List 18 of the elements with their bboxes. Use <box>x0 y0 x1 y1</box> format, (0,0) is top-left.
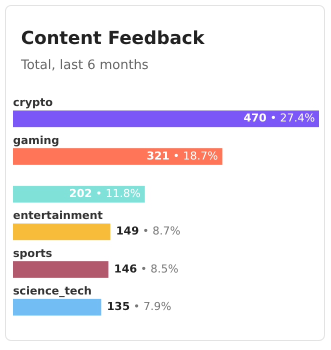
data-label: 321 • 18.7% <box>146 149 218 162</box>
bar <box>13 261 108 278</box>
data-label: 202 • 11.8% <box>69 187 141 200</box>
data-label: 149 • 8.7% <box>116 224 180 238</box>
y-tick-label: sports <box>13 246 53 260</box>
y-tick-label: science_tech <box>13 284 92 298</box>
chart-title: Content Feedback <box>21 28 204 49</box>
y-tick-label: crypto <box>13 96 54 110</box>
data-label: 135 • 7.9% <box>106 300 172 314</box>
bar <box>13 110 319 128</box>
data-label: 146 • 8.5% <box>114 262 178 276</box>
bar <box>13 148 222 165</box>
chart-subtitle: Total, last 6 months <box>21 58 149 73</box>
y-tick-label: entertainment <box>13 209 103 222</box>
y-tick-label: gaming <box>13 134 60 147</box>
data-label: 470 • 27.4% <box>244 112 316 125</box>
bar <box>13 298 102 316</box>
bar <box>13 224 110 240</box>
